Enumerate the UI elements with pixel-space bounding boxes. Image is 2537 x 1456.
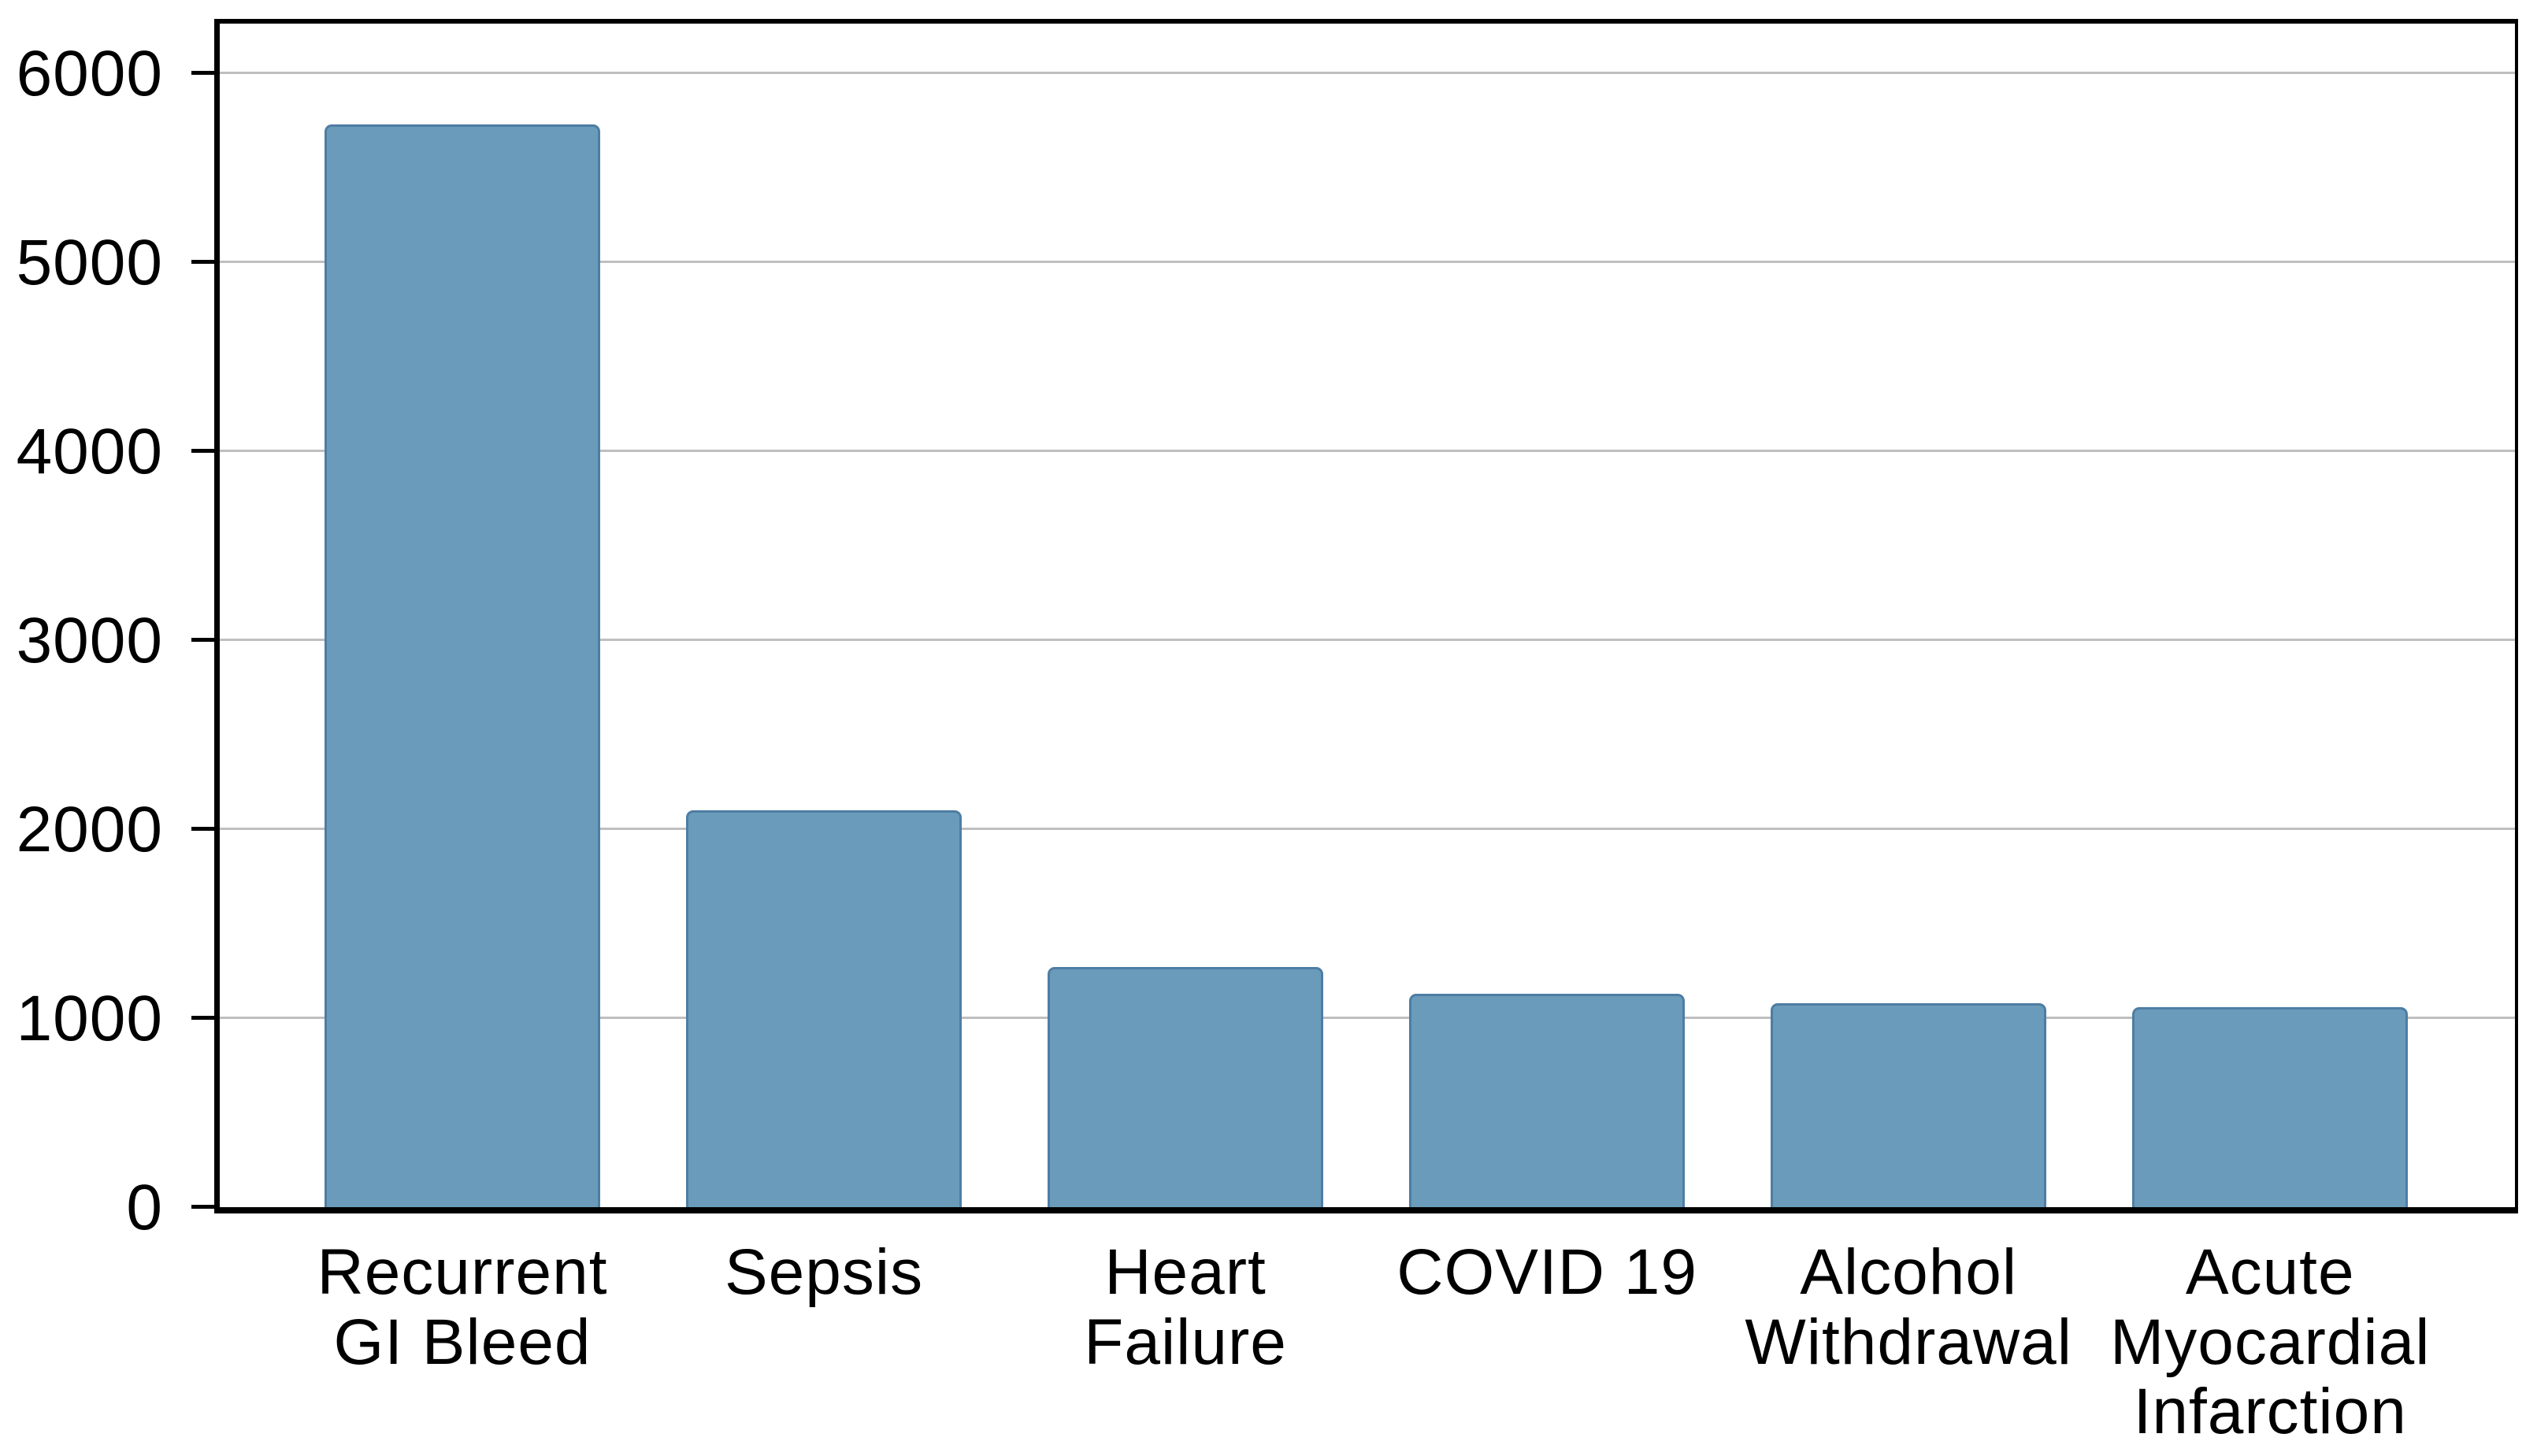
bar-covid-19: [1409, 993, 1686, 1207]
y-tick-1000: [191, 1016, 220, 1021]
gridline-1000: [220, 1017, 2515, 1020]
gridline-6000: [220, 72, 2515, 75]
y-tick-5000: [191, 260, 220, 265]
bar-alcohol-withdrawal: [1771, 1002, 2047, 1207]
y-tick-3000: [191, 638, 220, 643]
y-tick-label-1000: 1000: [16, 982, 163, 1054]
bar-heart-failure: [1048, 967, 1324, 1207]
y-tick-label-4000: 4000: [16, 415, 163, 487]
y-tick-label-0: 0: [126, 1171, 163, 1243]
y-tick-label-3000: 3000: [16, 604, 163, 676]
x-label-acute-myocardial-infarction: Acute Myocardial Infarction: [2109, 1236, 2431, 1448]
x-label-alcohol-withdrawal: Alcohol Withdrawal: [1745, 1236, 2072, 1378]
y-tick-label-5000: 5000: [16, 226, 163, 298]
y-tick-6000: [191, 71, 220, 76]
gridline-3000: [220, 639, 2515, 642]
plot-area: 0 1000 2000 3000 4000 5000 6000 Recurrent GI B…: [17, 19, 2518, 1447]
x-label-recurrent-gi-bleed: Recurrent GI Bleed: [317, 1236, 608, 1378]
y-tick-0: [191, 1205, 220, 1209]
gridline-5000: [220, 261, 2515, 264]
x-label-sepsis: Sepsis: [724, 1236, 924, 1308]
y-tick-2000: [191, 827, 220, 832]
bar-acute-myocardial-infarction: [2132, 1006, 2409, 1207]
bar-recurrent-gi-bleed: [325, 124, 600, 1207]
gridline-4000: [220, 450, 2515, 453]
x-label-heart-failure: Heart Failure: [1084, 1236, 1287, 1378]
gridline-2000: [220, 828, 2515, 831]
x-label-covid-19: COVID 19: [1396, 1236, 1697, 1308]
y-tick-label-2000: 2000: [16, 793, 163, 865]
y-tick-4000: [191, 449, 220, 454]
y-tick-label-6000: 6000: [16, 37, 163, 109]
bar-sepsis: [686, 810, 963, 1207]
